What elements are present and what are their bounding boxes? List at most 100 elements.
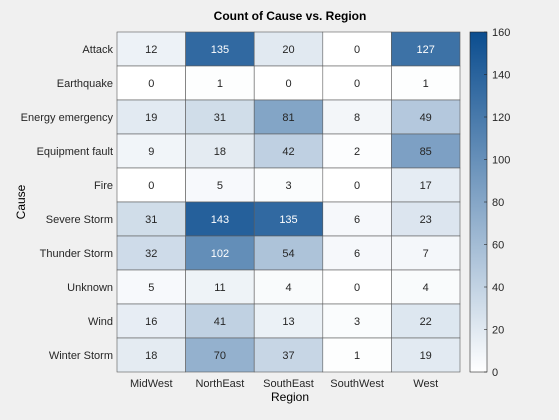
heatmap-cell	[185, 303, 255, 339]
cell-value-label: 2	[354, 146, 360, 158]
cell-value-label: 19	[420, 350, 432, 362]
heatmap-cell	[391, 99, 461, 135]
y-tick-label: Severe Storm	[46, 214, 113, 226]
heatmap-cell	[391, 235, 461, 271]
heatmap-cell	[185, 31, 255, 67]
y-axis-label: Cause	[14, 184, 28, 219]
cell-value-label: 16	[145, 316, 157, 328]
heatmap-cell	[116, 65, 186, 101]
cell-value-label: 6	[354, 248, 360, 260]
cell-value-label: 23	[420, 214, 432, 226]
cell-value-label: 41	[214, 316, 226, 328]
heatmap-cell	[253, 65, 324, 101]
colorbar-tick-label: 160	[492, 27, 510, 39]
heatmap-cell	[322, 99, 392, 135]
heatmap-cell	[391, 269, 461, 305]
heatmap-cell	[253, 337, 324, 373]
heatmap-cell	[185, 99, 255, 135]
cell-value-label: 11	[214, 282, 225, 294]
heatmap-cell	[391, 133, 461, 169]
y-tick-label: Equipment fault	[37, 146, 113, 158]
x-tick-label: MidWest	[130, 378, 173, 390]
heatmap-cell	[116, 167, 186, 203]
heatmap-cell	[185, 337, 255, 373]
cell-value-label: 22	[420, 316, 432, 328]
y-tick-label: Attack	[82, 44, 113, 56]
heatmap-cell	[185, 133, 255, 169]
x-tick-label: NorthEast	[195, 378, 244, 390]
x-tick-labels: MidWest NorthEast SouthEast SouthWest West	[130, 378, 438, 390]
cell-value-label: 143	[211, 214, 229, 226]
cell-value-label: 8	[354, 112, 360, 124]
cell-value-label: 0	[354, 282, 360, 294]
cell-value-label: 7	[423, 248, 429, 260]
cell-value-label: 85	[420, 146, 432, 158]
cell-value-label: 135	[279, 214, 297, 226]
y-tick-labels: Attack Earthquake Energy emergency Equipmen…	[21, 44, 114, 362]
x-tick-label: SouthWest	[330, 378, 384, 390]
heatmap-cell	[391, 167, 461, 203]
y-tick-label: Unknown	[67, 282, 113, 294]
y-tick-label: Wind	[88, 316, 113, 328]
cell-value-label: 37	[282, 350, 294, 362]
cell-value-label: 127	[417, 44, 435, 56]
cell-value-label: 4	[423, 282, 429, 294]
cell-value-label: 20	[282, 44, 294, 56]
cell-value-label: 81	[282, 112, 294, 124]
heatmap-cell	[253, 133, 324, 169]
heatmap-cell	[253, 31, 324, 67]
cell-value-label: 5	[217, 180, 223, 192]
cell-value-label: 54	[282, 248, 294, 260]
colorbar-ticks: 0 20 40 60 80 100 120 140 160	[484, 27, 510, 379]
heatmap-cell	[116, 235, 186, 271]
colorbar-tick-label: 100	[492, 155, 510, 167]
colorbar-tick-label: 60	[492, 240, 504, 252]
cell-value-label: 3	[354, 316, 360, 328]
cell-value-label: 1	[423, 78, 429, 90]
y-tick-label: Winter Storm	[49, 350, 113, 362]
cell-value-label: 0	[285, 78, 291, 90]
heatmap-cell	[116, 133, 186, 169]
colorbar-tick-label: 120	[492, 112, 510, 124]
heatmap-cell	[185, 167, 255, 203]
colorbar-tick-label: 40	[492, 282, 504, 294]
cell-value-label: 9	[148, 146, 154, 158]
heatmap-cell	[116, 337, 186, 373]
cell-value-label: 49	[420, 112, 432, 124]
heatmap-cell	[322, 269, 392, 305]
cell-value-label: 19	[145, 112, 157, 124]
y-tick-label: Earthquake	[57, 78, 113, 90]
heatmap-cell	[391, 31, 461, 67]
chart-title: Count of Cause vs. Region	[214, 9, 367, 23]
heatmap-cell	[391, 337, 461, 373]
y-tick-label: Energy emergency	[21, 112, 114, 124]
heatmap-cell	[253, 167, 324, 203]
cell-value-label: 102	[211, 248, 229, 260]
cell-value-label: 12	[145, 44, 157, 56]
cell-value-label: 1	[217, 78, 223, 90]
cell-value-label: 4	[285, 282, 291, 294]
colorbar-tick-label: 0	[492, 367, 498, 379]
cell-value-label: 0	[354, 44, 360, 56]
heatmap-cell	[391, 65, 461, 101]
x-tick-label: SouthEast	[263, 378, 314, 390]
cell-value-label: 0	[148, 78, 154, 90]
cell-value-label: 31	[214, 112, 226, 124]
cell-value-label: 3	[285, 180, 291, 192]
heatmap-cell	[253, 269, 324, 305]
heatmap-cell	[322, 133, 392, 169]
heatmap-cell	[116, 269, 186, 305]
y-tick-label: Thunder Storm	[40, 248, 113, 260]
heatmap-cell	[253, 303, 324, 339]
heatmap-cell	[322, 337, 392, 373]
colorbar-tick-label: 20	[492, 325, 504, 337]
heatmap-cell	[322, 31, 392, 67]
colorbar-tick-label: 140	[492, 70, 510, 82]
cell-value-label: 0	[354, 180, 360, 192]
heatmap-cell	[185, 269, 255, 305]
heatmap-cell	[116, 31, 186, 67]
colorbar-tick-label: 80	[492, 197, 504, 209]
cell-value-label: 5	[148, 282, 154, 294]
cell-value-label: 1	[354, 350, 360, 362]
